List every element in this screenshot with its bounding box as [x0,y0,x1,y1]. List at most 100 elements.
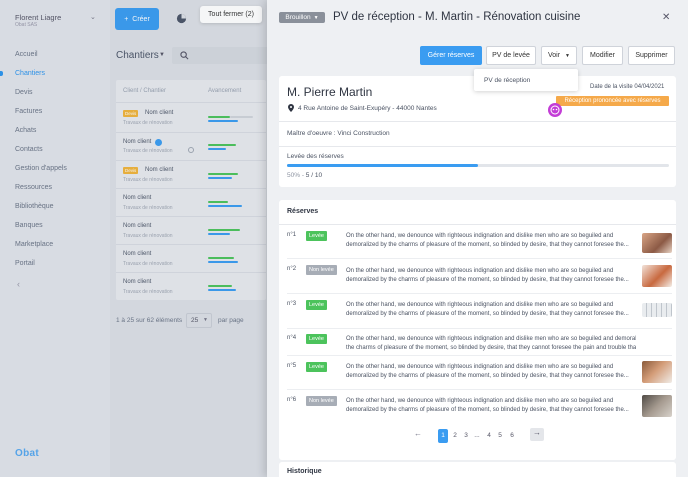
reserve-text[interactable]: On the other hand, we denounce with righ… [346,363,636,380]
supprimer-button[interactable]: Supprimer [628,46,675,65]
per-page-select[interactable]: 25 [186,313,212,328]
column-header-avancement[interactable]: Avancement [208,88,242,94]
progress-bar [208,116,230,118]
progress-bar [208,257,234,259]
page-4[interactable]: 4 [487,432,491,439]
voir-label: Voir [547,52,561,59]
row-divider [116,244,266,245]
reserve-line: the charms of pleasure of the moment, so… [346,344,636,351]
sidebar-item-devis[interactable]: Devis [15,89,33,96]
modifier-button[interactable]: Modifier [582,46,623,65]
info-icon[interactable] [188,147,194,153]
sidebar-item-ressources[interactable]: Ressources [15,184,52,191]
reserve-text[interactable]: On the other hand, we denounce with righ… [346,301,636,318]
reserve-line: demoralized by the charms of pleasure of… [346,310,629,317]
avatar-icon[interactable] [548,103,562,117]
reserve-line: demoralized by the charms of pleasure of… [346,372,629,379]
caret-down-icon: ▼ [565,52,570,59]
manage-reserves-button[interactable]: Gérer réserves [420,46,482,65]
page-2[interactable]: 2 [453,432,457,439]
reserves-card [279,200,676,460]
levee-progress-track [287,164,669,167]
sidebar-item-bibliotheque[interactable]: Bibliothèque [15,203,54,210]
history-title: Historique [287,468,322,475]
row-name[interactable]: Nom client [123,223,152,229]
row-divider [116,160,266,161]
progress-bar [208,173,238,175]
sidebar-item-contacts[interactable]: Contacts [15,146,43,153]
reserve-photo[interactable] [642,303,672,317]
row-name[interactable]: Nom client [145,110,174,116]
sidebar-item-achats[interactable]: Achats [15,127,37,134]
collapse-icon[interactable]: ‹ [17,279,20,289]
sidebar-item-portail[interactable]: Portail [15,260,35,267]
reserve-text[interactable]: On the other hand, we denounce with righ… [346,335,636,352]
sidebar-item-banques[interactable]: Banques [15,222,43,229]
page-5[interactable]: 5 [498,432,502,439]
row-name[interactable]: Nom client [123,251,152,257]
sidebar-item-factures[interactable]: Factures [15,108,43,115]
sidebar-item-chantiers[interactable]: Chantiers [15,70,45,77]
voir-menu-item[interactable]: PV de réception [474,69,578,91]
client-address: 4 Rue Antoine de Saint-Exupéry - 44000 N… [298,105,437,112]
sidebar-item-accueil[interactable]: Accueil [15,51,38,58]
reserve-text[interactable]: On the other hand, we denounce with righ… [346,232,636,249]
row-sub: Travaux de rénovation [123,148,173,154]
reserve-text[interactable]: On the other hand, we denounce with righ… [346,397,636,414]
row-name[interactable]: Nom client [123,139,152,145]
caret-down-icon[interactable]: ▼ [159,52,165,58]
pv-levee-button[interactable]: PV de levée [486,46,536,65]
progress-bar-rest [230,116,253,118]
page-3[interactable]: 3 [464,432,468,439]
user-company: Obat SAS [15,22,38,28]
reserve-photo[interactable] [642,233,672,253]
row-badge: Devis [123,110,139,117]
reserve-line: On the other hand, we denounce with righ… [346,364,614,370]
page-1[interactable]: 1 [438,429,448,443]
list-title[interactable]: Chantiers [116,50,159,61]
divider [279,224,676,225]
levee-label: Levée des réserves [287,153,344,160]
reserve-photo[interactable] [642,265,672,287]
arrow-right-icon[interactable]: → [530,428,544,441]
panel-title: PV de réception - M. Martin - Rénovation… [333,11,581,23]
reserve-status: Levée [306,231,327,241]
progress-percent: 50% - [287,172,304,179]
row-name[interactable]: Nom client [123,195,152,201]
row-divider [116,188,266,189]
sidebar-item-marketplace[interactable]: Marketplace [15,241,54,248]
chevron-down-icon[interactable]: ⌄ [90,14,96,21]
overlay [0,0,267,477]
divider [287,328,672,329]
maitre-oeuvre: Maître d'oeuvre : Vinci Construction [287,130,390,137]
voir-button[interactable]: Voir ▼ [541,46,577,65]
page-6[interactable]: 6 [510,432,514,439]
visit-date: Date de la visite 04/04/2021 [590,84,665,90]
divider [287,258,672,259]
create-button[interactable]: + Créer [115,8,159,30]
levee-progress-fill [287,164,478,167]
progress-bar [208,229,240,231]
check-icon [155,139,162,146]
divider [287,355,672,356]
user-name[interactable]: Florent Liagre [15,13,62,22]
reserve-number: n°2 [287,266,297,272]
status-dropdown[interactable]: Brouillon ▼ [279,12,325,23]
progress-count: 5 / 10 [305,172,323,179]
reserve-line: demoralized by the charms of pleasure of… [346,276,629,283]
row-name[interactable]: Nom client [145,167,174,173]
reserve-text[interactable]: On the other hand, we denounce with righ… [346,267,636,284]
search-input[interactable] [172,47,292,64]
arrow-left-icon[interactable]: ← [414,429,422,438]
reserve-photo[interactable] [642,361,672,383]
pie-chart-icon[interactable] [176,13,187,24]
reserve-photo[interactable] [642,395,672,417]
reserves-title: Réserves [287,208,319,215]
row-name[interactable]: Nom client [123,279,152,285]
close-icon[interactable]: ✕ [662,12,671,23]
progress-bar [208,205,242,207]
close-all-button[interactable]: Tout fermer (2) [200,6,262,23]
row-sub: Travaux de rénovation [123,289,173,295]
sidebar-item-gestion-appels[interactable]: Gestion d'appels [15,165,67,172]
column-header-client[interactable]: Client / Chantier [123,88,167,94]
